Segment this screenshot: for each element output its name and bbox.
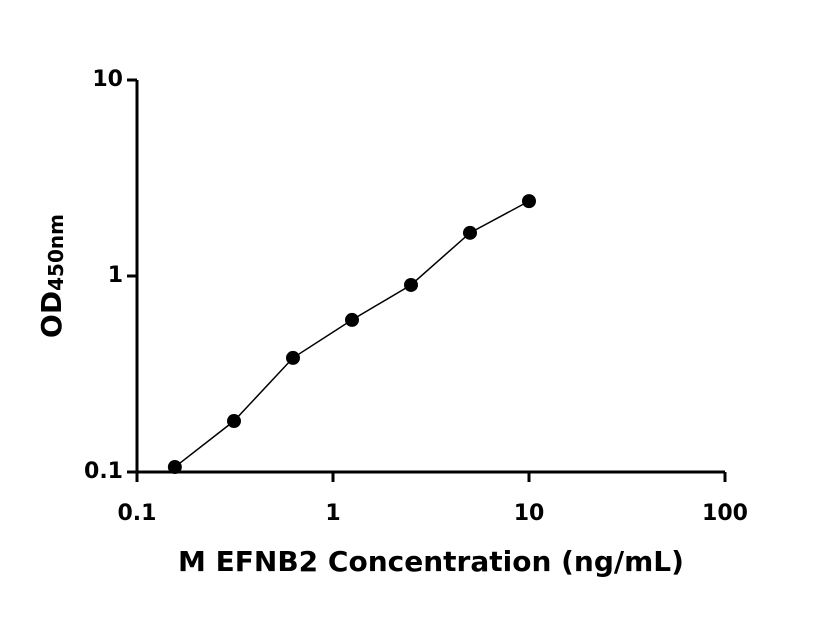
- x-tick-label: 1: [325, 501, 340, 526]
- y-axis-label-main: OD: [35, 291, 68, 338]
- x-tick-label: 0.1: [118, 501, 157, 526]
- x-tick-label: 100: [702, 501, 748, 526]
- data-point: [285, 350, 300, 365]
- data-point: [462, 225, 477, 240]
- data-point: [403, 277, 418, 292]
- data-point: [522, 194, 536, 209]
- data-point: [226, 414, 241, 429]
- y-axis-label-sub: 450nm: [44, 214, 68, 291]
- y-tick-label: 1: [108, 263, 123, 288]
- fit-line: [174, 200, 530, 468]
- y-axis-label: OD450nm: [35, 214, 68, 338]
- x-axis-label: M EFNB2 Concentration (ng/mL): [178, 545, 684, 578]
- y-tick-label: 10: [92, 67, 123, 92]
- data-point: [344, 312, 359, 327]
- x-tick-label: 10: [514, 501, 545, 526]
- y-tick-label: 0.1: [84, 459, 123, 484]
- data-point: [167, 460, 182, 475]
